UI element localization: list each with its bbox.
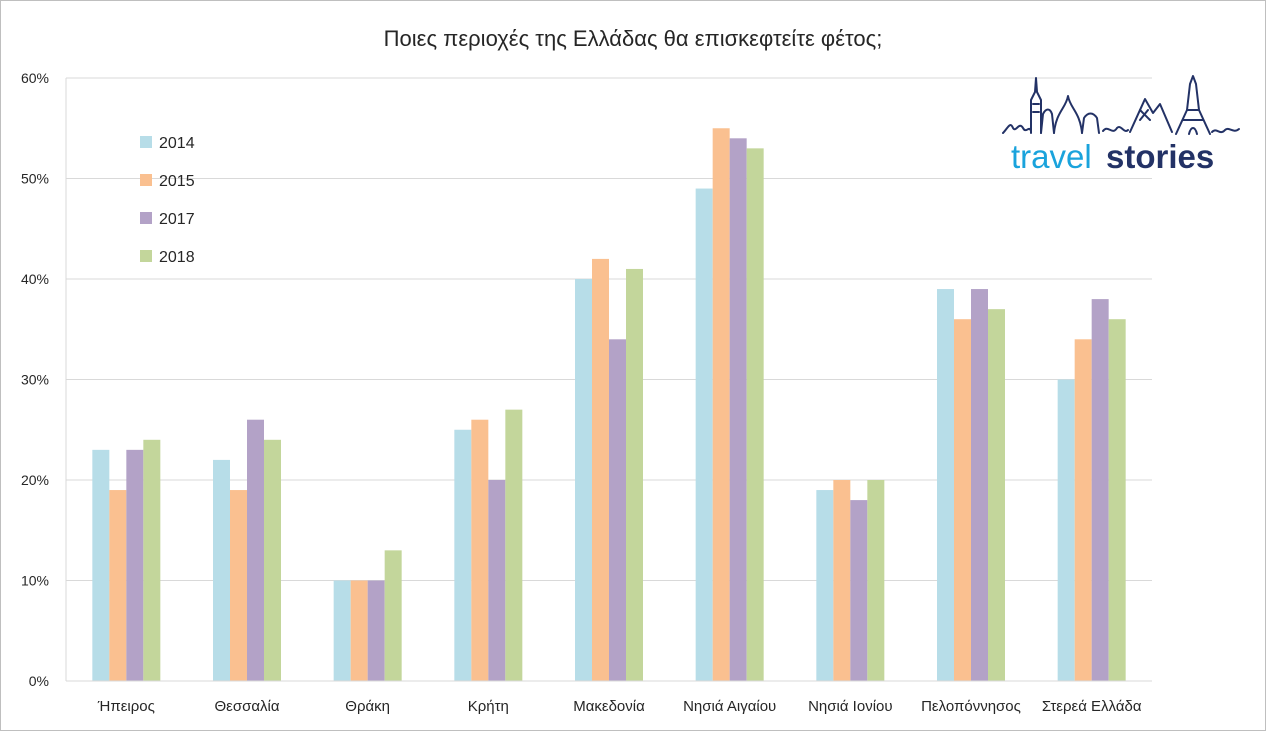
x-tick-label: Πελοπόννησος: [921, 698, 1021, 715]
bar-2017: [247, 419, 264, 681]
bar-2015: [712, 128, 730, 681]
bar-2014: [92, 449, 110, 681]
x-tick-label: Ήπειρος: [97, 698, 155, 715]
bar-2015: [471, 419, 489, 681]
y-tick-label: 20%: [21, 472, 49, 488]
x-tick-label: Μακεδονία: [573, 698, 645, 715]
legend-swatch-2018: [140, 250, 152, 262]
x-tick-label: Θεσσαλία: [214, 698, 279, 715]
landmarks-skyline-icon: [1002, 75, 1240, 135]
y-tick-label: 40%: [21, 271, 49, 287]
bar-2014: [454, 429, 472, 681]
logo-word-stories: stories: [1106, 138, 1214, 175]
bar-2017: [729, 138, 747, 682]
bar-2015: [230, 490, 247, 681]
legend-label-2017: 2017: [159, 211, 195, 228]
y-tick-label: 50%: [21, 171, 49, 187]
bar-2018: [626, 268, 643, 681]
legend: 2014 2015 2017 2018: [140, 135, 195, 266]
x-tick-label: Στερεά Ελλάδα: [1042, 698, 1142, 715]
legend-swatch-2014: [140, 136, 152, 148]
bar-2014: [575, 279, 592, 681]
bar-2018: [867, 480, 885, 681]
legend-label-2015: 2015: [159, 173, 195, 190]
x-tick-label: Κρήτη: [468, 698, 509, 715]
bar-2015: [592, 258, 609, 681]
y-tick-label: 10%: [21, 573, 49, 589]
bar-2014: [695, 188, 713, 682]
x-tick-label: Νησιά Αιγαίου: [683, 698, 776, 715]
legend-swatch-2017: [140, 212, 152, 224]
bar-2018: [1108, 319, 1126, 681]
bar-2014: [1057, 379, 1075, 681]
bars: [92, 128, 1126, 682]
bar-2018: [264, 439, 281, 681]
bar-2015: [1074, 339, 1092, 681]
bar-2014: [937, 289, 954, 681]
bar-2017: [1091, 299, 1109, 681]
bar-2017: [367, 580, 385, 681]
bar-2017: [971, 289, 988, 681]
bar-2015: [954, 319, 971, 681]
legend-label-2014: 2014: [159, 135, 195, 152]
legend-swatch-2015: [140, 174, 152, 186]
bar-2015: [833, 480, 851, 681]
x-tick-label: Νησιά Ιονίου: [808, 698, 893, 715]
x-axis: Ήπειρος Θεσσαλία Θράκη Κρήτη Μακεδονία Νησιά …: [65, 78, 1152, 715]
bar-2017: [609, 339, 626, 681]
bar-2017: [126, 449, 144, 681]
bar-2017: [850, 500, 868, 681]
bar-2018: [143, 439, 161, 681]
y-tick-label: 60%: [21, 70, 49, 86]
logo-word-travel: travel: [1011, 138, 1092, 175]
y-tick-label: 30%: [21, 372, 49, 388]
bar-2018: [746, 148, 764, 682]
bar-2018: [384, 550, 402, 681]
y-axis-ticks: 0% 10% 20% 30% 40% 50% 60%: [21, 70, 49, 689]
travelstories-logo: travel stories: [1002, 75, 1240, 175]
bar-2014: [816, 490, 834, 681]
legend-label-2018: 2018: [159, 249, 195, 266]
bar-2017: [488, 480, 506, 681]
bar-2014: [213, 459, 230, 681]
bar-2014: [333, 580, 351, 681]
x-tick-label: Θράκη: [345, 698, 390, 715]
bar-2015: [350, 580, 368, 681]
bar-2018: [988, 309, 1005, 681]
chart-title: Ποιες περιοχές της Ελλάδας θα επισκεφτεί…: [384, 26, 883, 51]
bar-2015: [109, 490, 127, 681]
y-tick-label: 0%: [29, 673, 49, 689]
bar-2018: [505, 409, 523, 681]
